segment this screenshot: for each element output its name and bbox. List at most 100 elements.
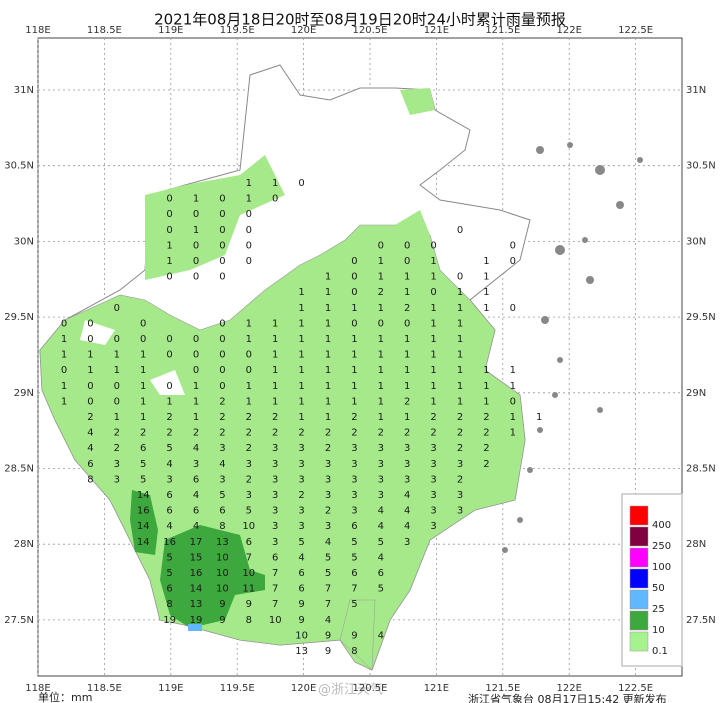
station-value: 0 (378, 318, 384, 329)
station-value: 3 (193, 459, 199, 470)
station-value: 1 (325, 303, 331, 314)
station-value: 1 (272, 334, 278, 345)
station-value: 0 (193, 256, 199, 267)
station-value: 1 (404, 272, 410, 283)
station-value: 3 (378, 490, 384, 501)
station-value: 2 (457, 474, 463, 485)
station-value: 2 (219, 412, 225, 423)
station-value: 1 (140, 396, 146, 407)
station-value: 2 (272, 428, 278, 439)
station-value: 0 (87, 318, 93, 329)
station-value: 5 (325, 552, 331, 563)
station-value: 0 (166, 350, 172, 361)
station-value: 4 (193, 490, 199, 501)
lon-label: 120.5E (353, 25, 388, 36)
lat-label: 30.5N (4, 161, 34, 172)
station-value: 1 (378, 256, 384, 267)
islands (502, 142, 643, 553)
station-value: 1 (272, 318, 278, 329)
legend-label: 250 (652, 541, 671, 552)
station-value: 3 (351, 474, 357, 485)
station-value: 9 (246, 599, 252, 610)
station-value: 0 (87, 381, 93, 392)
station-value: 1 (325, 272, 331, 283)
legend-swatch (629, 589, 649, 610)
station-value: 6 (219, 506, 225, 517)
station-value: 3 (351, 490, 357, 501)
station-value: 4 (378, 506, 384, 517)
station-value: 2 (246, 412, 252, 423)
legend-swatch (629, 568, 649, 589)
station-value: 15 (190, 552, 203, 563)
dry-patch (80, 320, 185, 395)
station-value: 3 (430, 459, 436, 470)
station-value: 0 (166, 225, 172, 236)
station-value: 0 (298, 178, 304, 189)
station-value: 8 (166, 599, 172, 610)
station-value: 1 (457, 303, 463, 314)
station-value: 1 (351, 365, 357, 376)
lon-label: 121E (424, 25, 449, 36)
station-value: 1 (61, 396, 67, 407)
station-value: 1 (193, 225, 199, 236)
station-value: 2 (298, 428, 304, 439)
station-value: 9 (219, 615, 225, 626)
station-value: 9 (351, 630, 357, 641)
station-value: 0 (140, 318, 146, 329)
station-value: 2 (325, 428, 331, 439)
station-value: 2 (87, 412, 93, 423)
station-value: 3 (298, 506, 304, 517)
station-value: 6 (351, 521, 357, 532)
station-value: 2 (114, 443, 120, 454)
station-value: 7 (272, 568, 278, 579)
station-value: 1 (457, 334, 463, 345)
station-value: 1 (272, 381, 278, 392)
station-value: 3 (272, 490, 278, 501)
station-value: 5 (246, 506, 252, 517)
station-value: 0 (87, 334, 93, 345)
station-value: 5 (219, 490, 225, 501)
station-value: 4 (298, 552, 304, 563)
legend-label: 0.1 (652, 646, 668, 657)
lon-label: 122.5E (618, 683, 653, 694)
station-value: 3 (430, 490, 436, 501)
station-value: 0 (404, 240, 410, 251)
legend-label: 25 (652, 604, 665, 615)
station-value: 0 (193, 209, 199, 220)
station-value: 1 (378, 334, 384, 345)
rain-area (39, 224, 526, 671)
map-title: 2021年08月18日20时至08月19日20时24小时累计雨量预报 (154, 11, 566, 29)
station-value: 0 (219, 225, 225, 236)
station-value: 0 (114, 303, 120, 314)
lat-label: 27.5N (4, 615, 34, 626)
station-value: 3 (404, 474, 410, 485)
lat-label: 29N (14, 388, 34, 399)
station-value: 0 (378, 240, 384, 251)
station-value: 7 (272, 599, 278, 610)
station-value: 1 (246, 178, 252, 189)
station-value: 10 (295, 630, 308, 641)
station-value: 0 (457, 225, 463, 236)
station-value: 2 (246, 428, 252, 439)
station-value: 13 (295, 646, 308, 657)
lon-label: 118.5E (87, 25, 122, 36)
station-value: 3 (430, 521, 436, 532)
lon-label: 118E (25, 683, 50, 694)
station-value: 1 (378, 272, 384, 283)
station-value: 4 (325, 615, 331, 626)
watermark: @浙江天气 (318, 682, 383, 698)
station-value: 1 (430, 318, 436, 329)
station-value: 0 (219, 272, 225, 283)
station-value: 9 (219, 599, 225, 610)
station-value: 3 (404, 537, 410, 548)
station-value: 1 (272, 396, 278, 407)
station-value: 1 (430, 303, 436, 314)
station-value: 3 (114, 459, 120, 470)
station-value: 4 (87, 443, 93, 454)
lat-label: 27.5N (686, 615, 716, 626)
station-value: 5 (351, 599, 357, 610)
station-value: 3 (325, 474, 331, 485)
station-value: 1 (114, 365, 120, 376)
station-value: 0 (114, 396, 120, 407)
station-value: 0 (219, 381, 225, 392)
